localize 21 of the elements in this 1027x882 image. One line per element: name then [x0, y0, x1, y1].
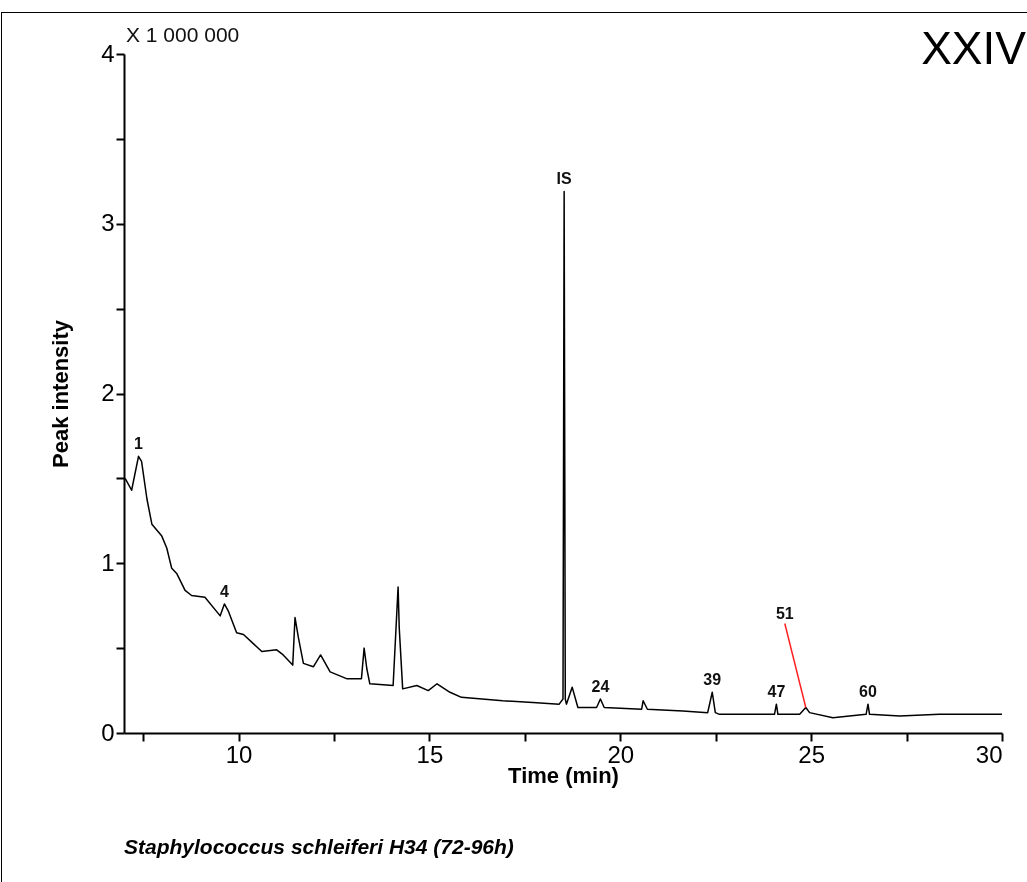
x-tick-label: 10 [225, 740, 253, 768]
annotation: 47 [767, 683, 786, 701]
x-tick-label: 15 [416, 740, 444, 768]
annotation: 60 [859, 683, 878, 701]
annotation: 51 [775, 604, 794, 622]
annotation: 1 [134, 435, 144, 453]
y-axis-title: Peak intensity [48, 319, 74, 468]
x-tick-label: 30 [975, 740, 1003, 768]
y-tick-label: 0 [101, 718, 115, 746]
x-tick-label: 25 [798, 740, 825, 768]
text: Staphylococcus schleiferi H34 (72-96h) [124, 835, 514, 858]
y-tick-label: 4 [101, 39, 115, 67]
chart-title: XXIV [921, 22, 1027, 74]
annotation: 24 [591, 678, 610, 696]
y-tick-label: 2 [101, 379, 115, 406]
y-tick-label: 3 [101, 209, 115, 237]
text: X 1 000 000 [126, 23, 240, 46]
annotation: IS [556, 170, 573, 188]
annotation: 39 [703, 671, 722, 689]
y-tick-label: 1 [101, 548, 115, 576]
annotation: 4 [219, 582, 229, 600]
